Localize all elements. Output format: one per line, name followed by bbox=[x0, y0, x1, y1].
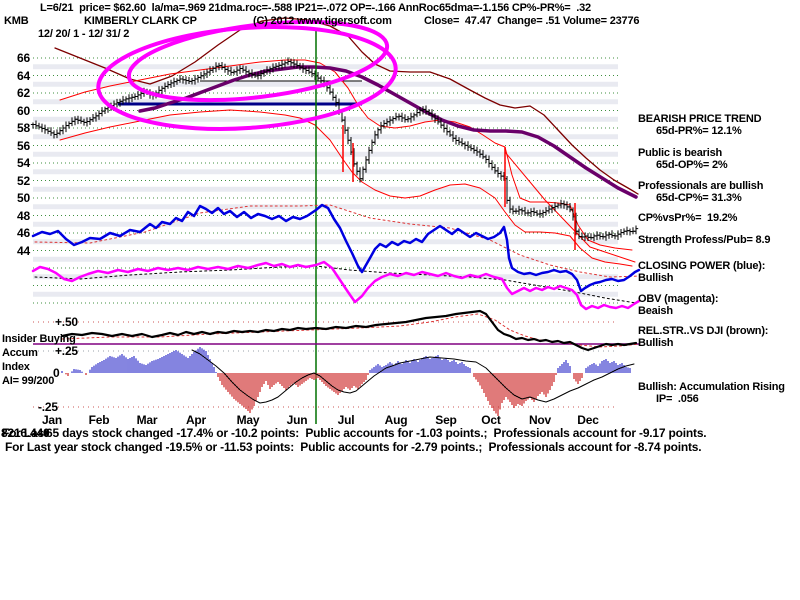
ticker-symbol: KMB bbox=[4, 15, 29, 27]
month-label: Sep bbox=[435, 413, 457, 427]
analysis-text: BEARISH PRICE TREND bbox=[638, 113, 762, 125]
insider-buying-label: Insider Buying bbox=[2, 333, 76, 345]
analysis-text: CP%vsPr%= 19.2% bbox=[638, 212, 738, 224]
chart-canvas bbox=[30, 17, 641, 424]
month-label: Jul bbox=[337, 413, 355, 427]
footer-change-65d: 65 days stock changed -17.4% or -10.2 po… bbox=[46, 426, 707, 440]
quote-line: Close= 47.47 Change= .51 Volume= 23776 bbox=[424, 15, 640, 27]
price-label: 52 bbox=[17, 173, 30, 188]
scale-label-minus25: -.25 bbox=[38, 400, 58, 414]
month-label: Apr bbox=[185, 413, 207, 427]
analysis-text: Professionals are bullish bbox=[638, 180, 764, 192]
scale-label-plus25: +.25 bbox=[55, 344, 78, 358]
price-label: 44 bbox=[17, 243, 30, 258]
chart-title: KIMBERLY CLARK CP bbox=[84, 15, 197, 27]
accum-label: Accum bbox=[2, 347, 38, 359]
ai-value-label: AI= 99/200 bbox=[2, 375, 55, 387]
price-label: 64 bbox=[17, 68, 30, 83]
analysis-text: 65d-CP%= 31.3% bbox=[656, 192, 742, 204]
month-label: Feb bbox=[88, 413, 110, 427]
footer-overlap-forlast: For Last bbox=[2, 426, 48, 440]
scale-label-zero: 0 bbox=[53, 366, 60, 380]
scale-label-plus50: +.50 bbox=[55, 315, 78, 329]
analysis-text: 65d-OP%= 2% bbox=[656, 159, 728, 171]
month-label: Dec bbox=[577, 413, 599, 427]
price-label: 58 bbox=[17, 121, 30, 135]
price-label: 46 bbox=[17, 226, 30, 240]
analysis-text: 65d-PR%= 12.1% bbox=[656, 125, 742, 137]
price-label: 66 bbox=[17, 51, 30, 65]
footer-change-year: For Last year stock changed -19.5% or -1… bbox=[5, 440, 702, 454]
analysis-text: IP= .056 bbox=[656, 393, 699, 405]
stats-line: L=6/21 price= $62.60 la/ma=.969 21dma.ro… bbox=[40, 2, 591, 14]
analysis-text: CLOSING POWER (blue): bbox=[638, 260, 766, 272]
date-range: 12/ 20/ 1 - 12/ 31/ 2 bbox=[38, 28, 130, 40]
analysis-text: Beaish bbox=[638, 305, 673, 317]
analysis-text: Bullish: Accumulation Rising bbox=[638, 381, 785, 393]
price-label: 54 bbox=[17, 156, 30, 170]
analysis-text: Bullish bbox=[638, 337, 674, 349]
month-label: May bbox=[236, 413, 260, 427]
index-label: Index bbox=[2, 361, 30, 373]
price-label: 48 bbox=[17, 208, 30, 223]
analysis-text: Public is bearish bbox=[638, 147, 723, 159]
month-label: Mar bbox=[136, 413, 158, 427]
price-label: 62 bbox=[17, 86, 30, 100]
month-label: Jun bbox=[286, 413, 308, 427]
footer-overlap-volume: 8216.440 bbox=[1, 426, 50, 440]
copyright-text: (C) 2012 www.tigersoft.com bbox=[253, 15, 392, 27]
month-label: Jan bbox=[41, 413, 63, 427]
analysis-text: OBV (magenta): bbox=[638, 293, 719, 305]
price-label: 56 bbox=[17, 138, 30, 153]
analysis-text: Strength Profess/Pub= 8.9 bbox=[638, 234, 771, 246]
price-label: 60 bbox=[17, 103, 30, 118]
analysis-text: Bullish bbox=[638, 272, 674, 284]
month-label: Nov bbox=[528, 413, 552, 427]
price-label: 50 bbox=[17, 191, 30, 205]
month-label: Oct bbox=[481, 413, 501, 427]
month-label: Aug bbox=[384, 413, 408, 427]
analysis-text: REL.STR..VS DJI (brown): bbox=[638, 325, 769, 337]
